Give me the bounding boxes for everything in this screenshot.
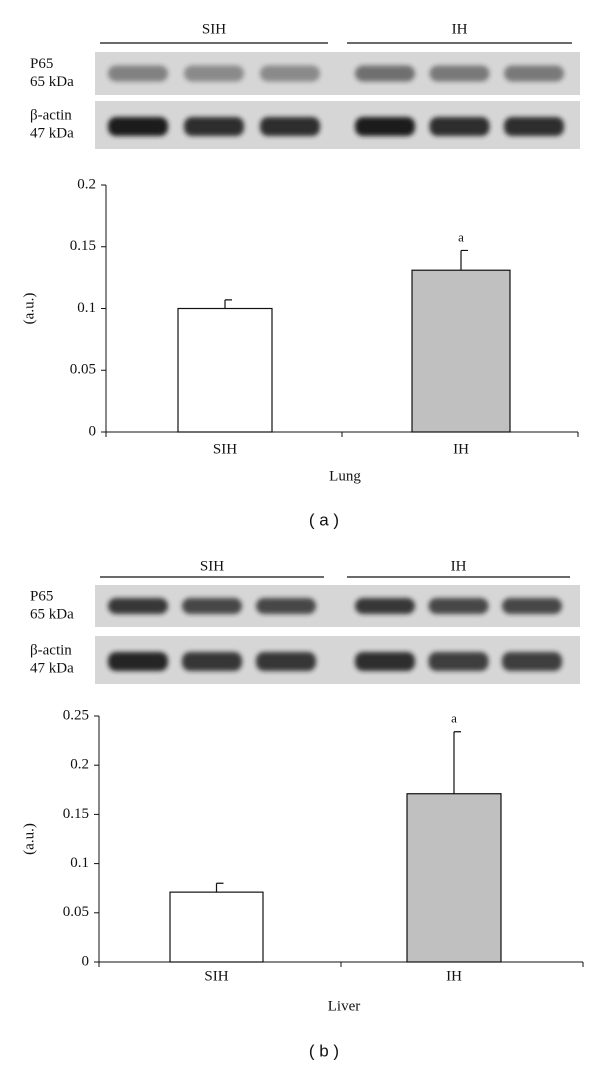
blot-strip xyxy=(95,636,580,684)
blot-band xyxy=(184,65,244,82)
blot-strip xyxy=(95,101,580,149)
bar xyxy=(177,307,273,433)
x-tick-label: SIH xyxy=(204,968,228,984)
error-bar xyxy=(460,249,468,271)
blot-band xyxy=(256,598,316,614)
blot-strip xyxy=(95,585,580,627)
blot-band xyxy=(355,65,415,82)
x-tick-label: IH xyxy=(446,968,462,984)
error-bar xyxy=(453,731,461,794)
blot-band xyxy=(429,65,490,82)
blot-band xyxy=(355,652,415,671)
y-tick-label: 0.05 xyxy=(70,362,96,378)
panel-label: ( b ) xyxy=(309,1041,339,1060)
bar xyxy=(169,891,264,963)
bar xyxy=(411,269,511,433)
y-tick-label: 0 xyxy=(89,423,97,439)
blot-band xyxy=(502,598,562,614)
blot-band xyxy=(428,652,489,671)
blot-band xyxy=(504,65,564,82)
error-bar xyxy=(224,299,232,309)
y-axis-label: (a.u.) xyxy=(21,823,37,855)
y-tick-label: 0 xyxy=(82,953,90,969)
blot-band xyxy=(260,65,320,82)
y-tick-label: 0.25 xyxy=(63,707,89,723)
y-tick-label: 0.1 xyxy=(77,300,96,316)
blot-group-label: SIH xyxy=(200,558,224,574)
x-axis-label: Liver xyxy=(328,998,360,1014)
blot-protein-label: P65 xyxy=(30,588,53,604)
blot-protein-label: β-actin xyxy=(30,107,72,123)
blot-size-label: 47 kDa xyxy=(30,125,74,141)
blot-band xyxy=(108,598,168,614)
blot-band xyxy=(355,598,415,614)
y-tick-label: 0.2 xyxy=(77,176,96,192)
blot-size-label: 47 kDa xyxy=(30,660,74,676)
blot-band xyxy=(504,117,564,136)
y-tick-label: 0.2 xyxy=(70,757,89,773)
y-axis-label: (a.u.) xyxy=(21,293,37,325)
blot-band xyxy=(502,652,562,671)
blot-band xyxy=(108,65,168,82)
blot-band xyxy=(108,652,168,671)
panel-label: ( a ) xyxy=(309,510,339,529)
blot-group-label: IH xyxy=(452,21,468,37)
y-tick-label: 0.15 xyxy=(63,806,89,822)
blot-protein-label: P65 xyxy=(30,56,53,72)
blot-size-label: 65 kDa xyxy=(30,606,74,622)
blot-strip xyxy=(95,52,580,95)
significance-label: a xyxy=(458,229,464,244)
blot-band xyxy=(256,652,316,671)
blot-band xyxy=(108,117,168,136)
y-tick-label: 0.05 xyxy=(63,904,89,920)
blot-band xyxy=(182,598,242,614)
blot-band xyxy=(184,117,244,136)
x-tick-label: SIH xyxy=(213,441,237,457)
blot-band xyxy=(260,117,320,136)
error-bar xyxy=(215,882,224,893)
significance-label: a xyxy=(451,711,457,726)
blot-size-label: 65 kDa xyxy=(30,74,74,90)
blot-band xyxy=(355,117,415,136)
blot-group-label: SIH xyxy=(202,21,226,37)
blot-band xyxy=(428,598,489,614)
x-axis-label: Lung xyxy=(329,468,361,484)
blot-group-label: IH xyxy=(451,558,467,574)
y-tick-label: 0.15 xyxy=(70,238,96,254)
y-tick-label: 0.1 xyxy=(70,855,89,871)
bar xyxy=(406,793,502,963)
blot-band xyxy=(429,117,490,136)
x-tick-label: IH xyxy=(453,441,469,457)
blot-band xyxy=(182,652,242,671)
blot-protein-label: β-actin xyxy=(30,642,72,658)
